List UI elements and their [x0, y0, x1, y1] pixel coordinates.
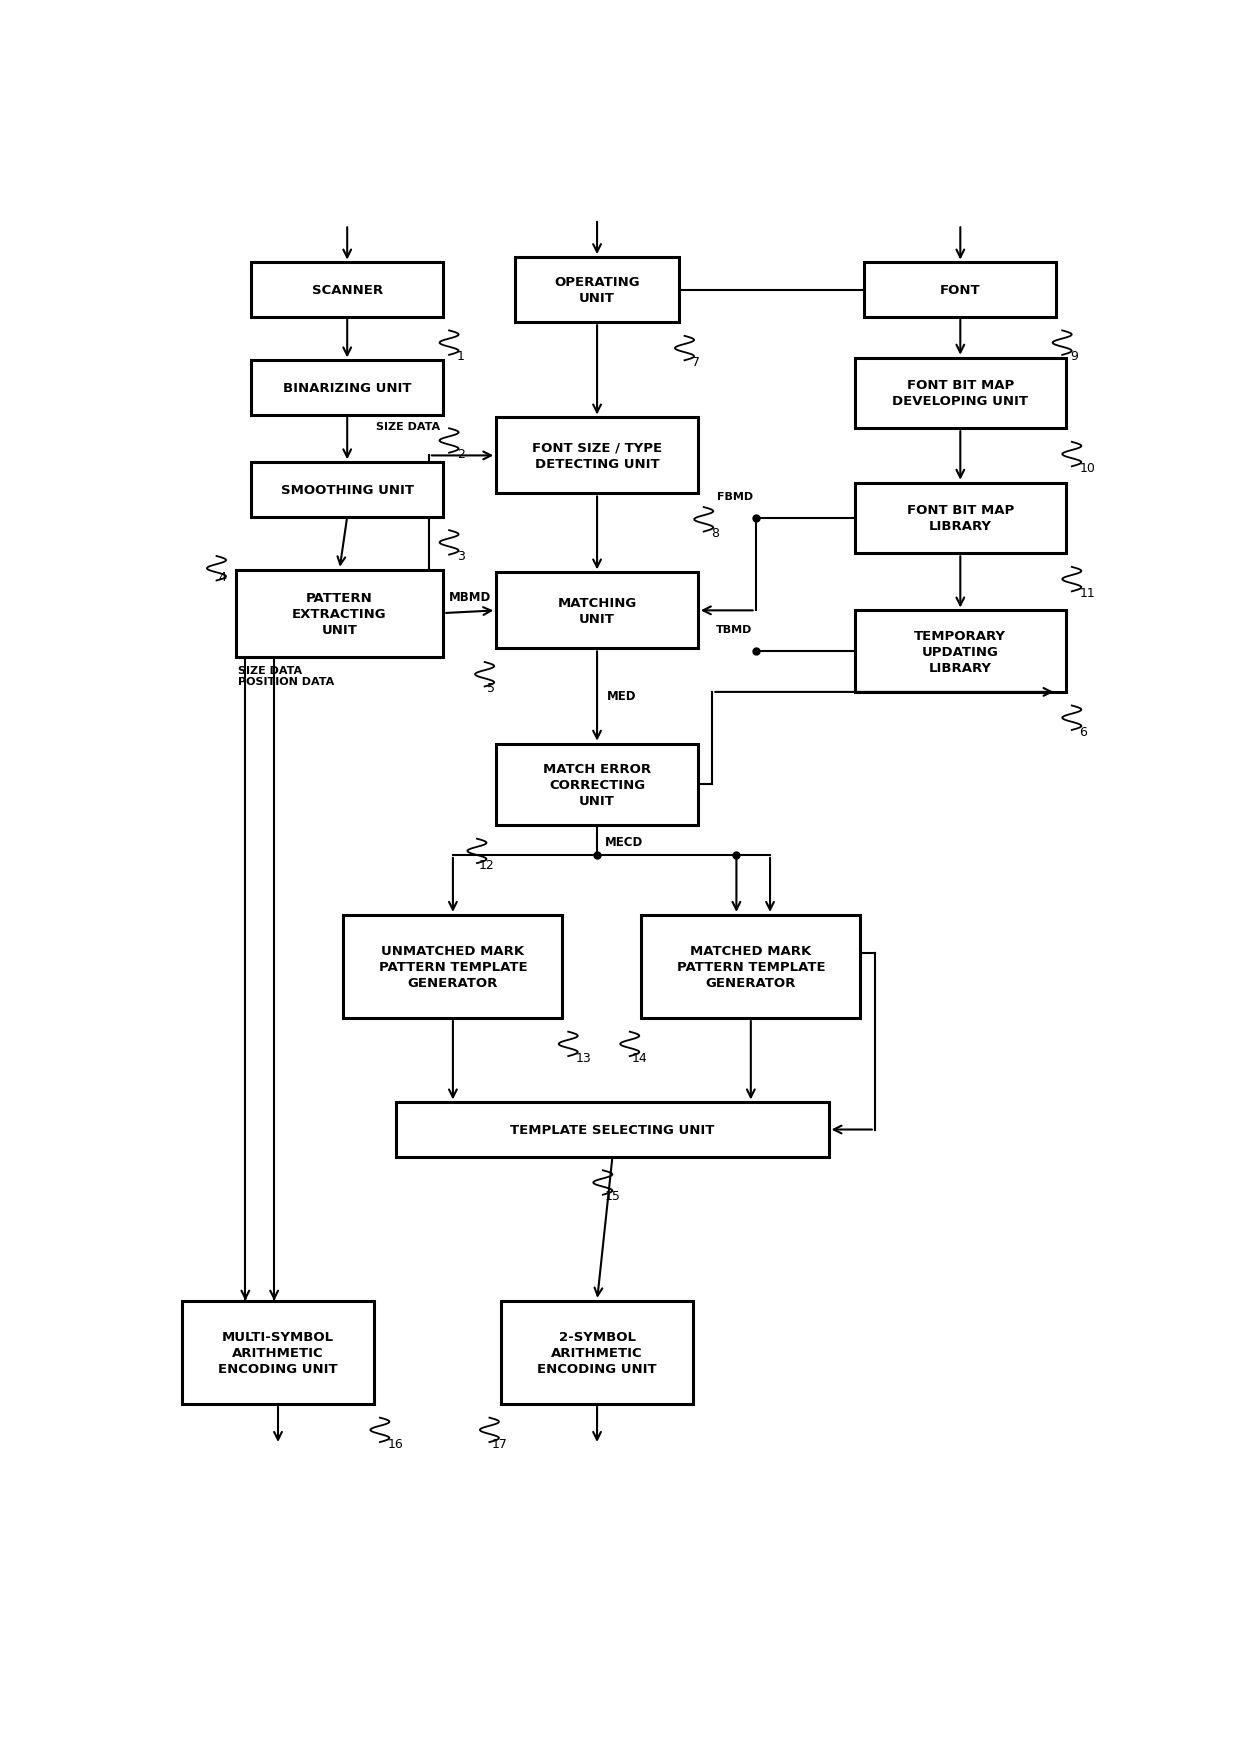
Text: SIZE DATA: SIZE DATA	[376, 422, 440, 430]
FancyBboxPatch shape	[854, 483, 1066, 554]
Text: TEMPLATE SELECTING UNIT: TEMPLATE SELECTING UNIT	[510, 1124, 714, 1136]
Text: FONT: FONT	[940, 284, 981, 296]
Text: 6: 6	[1080, 725, 1087, 737]
Text: 1: 1	[456, 351, 465, 363]
Text: 8: 8	[712, 527, 719, 540]
Text: 16: 16	[388, 1438, 403, 1450]
FancyBboxPatch shape	[496, 744, 698, 826]
Text: 5: 5	[486, 681, 495, 695]
FancyBboxPatch shape	[182, 1302, 374, 1404]
Text: MATCH ERROR
CORRECTING
UNIT: MATCH ERROR CORRECTING UNIT	[543, 762, 651, 808]
Text: MBMD: MBMD	[449, 591, 491, 603]
FancyBboxPatch shape	[854, 358, 1066, 429]
Text: FONT SIZE / TYPE
DETECTING UNIT: FONT SIZE / TYPE DETECTING UNIT	[532, 441, 662, 471]
FancyBboxPatch shape	[250, 362, 444, 416]
Text: FBMD: FBMD	[717, 492, 753, 503]
Text: 15: 15	[605, 1189, 621, 1203]
Text: SIZE DATA
POSITION DATA: SIZE DATA POSITION DATA	[238, 665, 334, 686]
Text: 17: 17	[491, 1438, 507, 1450]
Text: 13: 13	[575, 1051, 591, 1064]
Text: SCANNER: SCANNER	[311, 284, 383, 296]
Text: 14: 14	[631, 1051, 647, 1064]
FancyBboxPatch shape	[864, 263, 1056, 318]
Text: MED: MED	[606, 690, 636, 704]
Text: MULTI-SYMBOL
ARITHMETIC
ENCODING UNIT: MULTI-SYMBOL ARITHMETIC ENCODING UNIT	[218, 1330, 337, 1376]
Text: 11: 11	[1080, 587, 1095, 600]
FancyBboxPatch shape	[516, 258, 678, 323]
Text: 12: 12	[479, 859, 495, 871]
Text: 4: 4	[218, 570, 227, 584]
FancyBboxPatch shape	[496, 418, 698, 494]
Text: MATCHING
UNIT: MATCHING UNIT	[558, 596, 636, 626]
FancyBboxPatch shape	[496, 573, 698, 649]
Text: FONT BIT MAP
LIBRARY: FONT BIT MAP LIBRARY	[906, 505, 1014, 533]
Text: UNMATCHED MARK
PATTERN TEMPLATE
GENERATOR: UNMATCHED MARK PATTERN TEMPLATE GENERATO…	[378, 944, 527, 990]
Text: TEMPORARY
UPDATING
LIBRARY: TEMPORARY UPDATING LIBRARY	[914, 630, 1007, 674]
Text: 2-SYMBOL
ARITHMETIC
ENCODING UNIT: 2-SYMBOL ARITHMETIC ENCODING UNIT	[537, 1330, 657, 1376]
FancyBboxPatch shape	[236, 570, 444, 658]
Text: 7: 7	[692, 356, 701, 369]
Text: MECD: MECD	[605, 836, 644, 848]
FancyBboxPatch shape	[397, 1102, 828, 1157]
Text: MATCHED MARK
PATTERN TEMPLATE
GENERATOR: MATCHED MARK PATTERN TEMPLATE GENERATOR	[677, 944, 825, 990]
Text: 3: 3	[456, 550, 465, 563]
FancyBboxPatch shape	[343, 916, 563, 1018]
FancyBboxPatch shape	[250, 263, 444, 318]
Text: 2: 2	[456, 448, 465, 460]
Text: BINARIZING UNIT: BINARIZING UNIT	[283, 381, 412, 395]
Text: PATTERN
EXTRACTING
UNIT: PATTERN EXTRACTING UNIT	[293, 591, 387, 637]
FancyBboxPatch shape	[641, 916, 861, 1018]
Text: 10: 10	[1080, 462, 1095, 475]
Text: SMOOTHING UNIT: SMOOTHING UNIT	[280, 483, 414, 497]
Text: 9: 9	[1070, 351, 1078, 363]
Text: FONT BIT MAP
DEVELOPING UNIT: FONT BIT MAP DEVELOPING UNIT	[893, 379, 1028, 407]
FancyBboxPatch shape	[501, 1302, 693, 1404]
Text: OPERATING
UNIT: OPERATING UNIT	[554, 275, 640, 305]
FancyBboxPatch shape	[854, 610, 1066, 693]
Text: TBMD: TBMD	[717, 624, 753, 635]
FancyBboxPatch shape	[250, 462, 444, 517]
